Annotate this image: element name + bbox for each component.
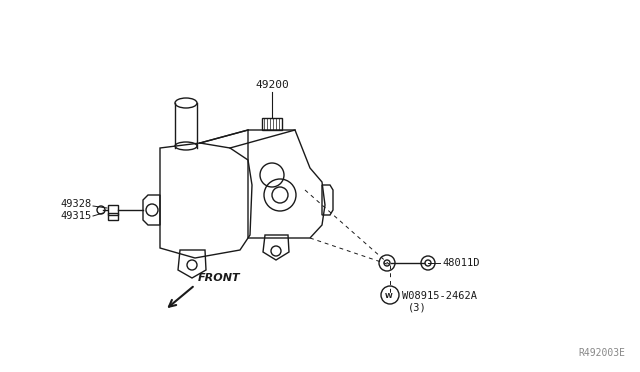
Text: W: W [385, 293, 393, 299]
Text: 49315: 49315 [61, 211, 92, 221]
Text: FRONT: FRONT [198, 273, 241, 283]
Text: 48011D: 48011D [442, 258, 479, 268]
Text: R492003E: R492003E [578, 348, 625, 358]
Text: 49328: 49328 [61, 199, 92, 209]
Text: W08915-2462A: W08915-2462A [402, 291, 477, 301]
Text: 49200: 49200 [255, 80, 289, 90]
Text: (3): (3) [408, 303, 427, 313]
